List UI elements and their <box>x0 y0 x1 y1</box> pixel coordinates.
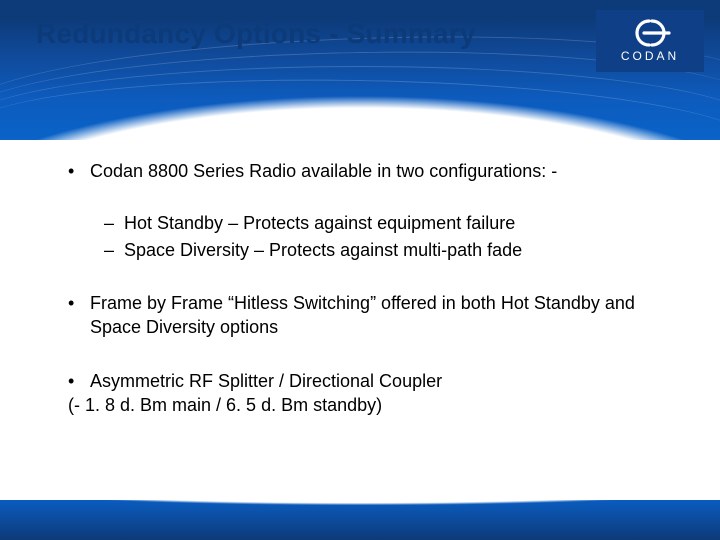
sub-bullet-item: Space Diversity – Protects against multi… <box>104 239 670 263</box>
brand-logo: CODAN <box>596 10 704 72</box>
slide-title: Redundancy Options - Summary <box>36 18 476 50</box>
sub-bullet-item: Hot Standby – Protects against equipment… <box>104 212 670 236</box>
codan-ec-mark-icon <box>629 19 671 47</box>
footer-band <box>0 500 720 540</box>
bullet-item: Frame by Frame “Hitless Switching” offer… <box>68 292 670 340</box>
bullet-text: Codan 8800 Series Radio available in two… <box>90 161 557 181</box>
brand-logo-text: CODAN <box>621 49 679 63</box>
slide-body: Codan 8800 Series Radio available in two… <box>68 160 670 447</box>
bullet-item: Codan 8800 Series Radio available in two… <box>68 160 670 262</box>
bullet-text: Frame by Frame “Hitless Switching” offer… <box>90 293 635 337</box>
bullet-text: Asymmetric RF Splitter / Directional Cou… <box>90 371 442 391</box>
bullet-item: Asymmetric RF Splitter / Directional Cou… <box>68 370 670 418</box>
bullet-trailing: (- 1. 8 d. Bm main / 6. 5 d. Bm standby) <box>68 394 670 418</box>
